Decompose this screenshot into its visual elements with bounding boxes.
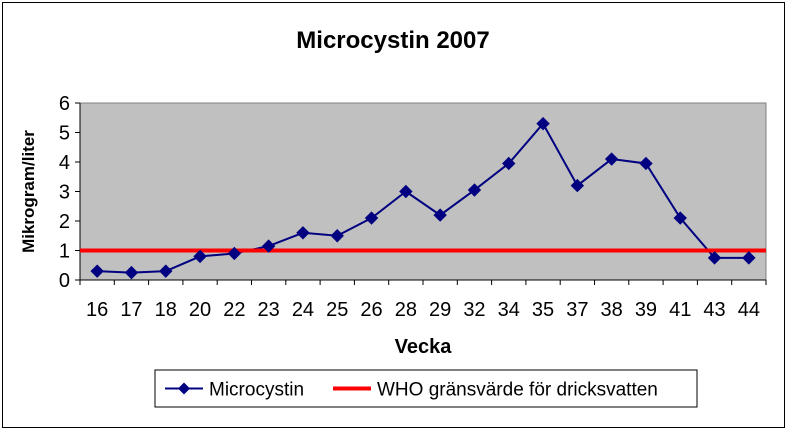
x-tick-label: 43 (703, 299, 725, 321)
data-point (742, 251, 756, 265)
x-tick-label: 29 (429, 299, 451, 321)
y-tick-label: 4 (59, 152, 70, 174)
data-point (570, 178, 585, 193)
legend-label: Microcystin (209, 380, 304, 401)
x-tick-label: 39 (635, 299, 657, 321)
y-axis-label: Mikrogram/liter (19, 130, 38, 253)
x-tick-label: 16 (86, 299, 108, 321)
x-tick-label: 44 (738, 299, 760, 321)
y-tick-label: 1 (59, 241, 70, 263)
legend-items: Microcystin WHO gränsvärde för dricksvatt… (165, 380, 658, 401)
data-point (639, 156, 653, 171)
data-point (227, 246, 242, 261)
chart-title: Microcystin 2007 (296, 27, 489, 54)
legend-item-microcystin: Microcystin (165, 380, 304, 401)
data-point (296, 226, 310, 240)
y-tick-label: 2 (59, 211, 70, 233)
x-tick-label: 18 (155, 299, 177, 321)
data-point (502, 156, 516, 171)
x-tick-label: 23 (258, 299, 280, 321)
x-axis: 16 17 18 20 22 23 24 25 26 28 29 32 34 35 37 38 39 41 43 44 (79, 279, 767, 321)
x-tick-label: 41 (669, 299, 691, 321)
data-point (433, 208, 447, 222)
legend: Microcystin WHO gränsvärde för dricksvatt… (154, 369, 698, 408)
data-point (261, 239, 276, 253)
data-point (604, 152, 619, 166)
microcystin-markers (90, 116, 756, 280)
y-tick-label: 0 (59, 270, 70, 292)
y-tick-label: 3 (59, 182, 70, 204)
legend-marker (178, 382, 190, 395)
data-point (707, 251, 722, 265)
legend-item-who-limit: WHO gränsvärde för dricksvatten (333, 380, 658, 401)
data-point (673, 211, 687, 225)
legend-box (154, 369, 698, 408)
x-tick-label: 22 (223, 299, 245, 321)
data-point (159, 264, 173, 278)
data-point (124, 265, 139, 280)
data-point (399, 184, 413, 199)
series-layer (80, 116, 766, 280)
x-tick-label: 38 (601, 299, 623, 321)
x-tick-label: 37 (566, 299, 588, 321)
y-tick-label: 5 (59, 123, 70, 145)
x-tick-label: 20 (189, 299, 211, 321)
x-tick-label: 26 (360, 299, 382, 321)
x-tick-label: 17 (120, 299, 142, 321)
x-tick-label: 28 (395, 299, 417, 321)
data-point (193, 249, 207, 264)
legend-label: WHO gränsvärde för dricksvatten (377, 380, 658, 401)
x-tick-label: 32 (463, 299, 485, 321)
data-point (330, 229, 344, 243)
data-point (90, 264, 104, 278)
x-tick-label: 35 (532, 299, 554, 321)
data-point (467, 183, 482, 197)
data-point (536, 116, 550, 131)
data-point (364, 211, 379, 225)
x-tick-label: 34 (498, 299, 520, 321)
x-tick-label: 24 (292, 299, 314, 321)
x-axis-label: Vecka (395, 336, 453, 358)
y-axis: 0 1 2 3 4 5 6 (59, 93, 81, 292)
x-tick-label: 25 (326, 299, 348, 321)
y-tick-label: 6 (59, 93, 70, 115)
